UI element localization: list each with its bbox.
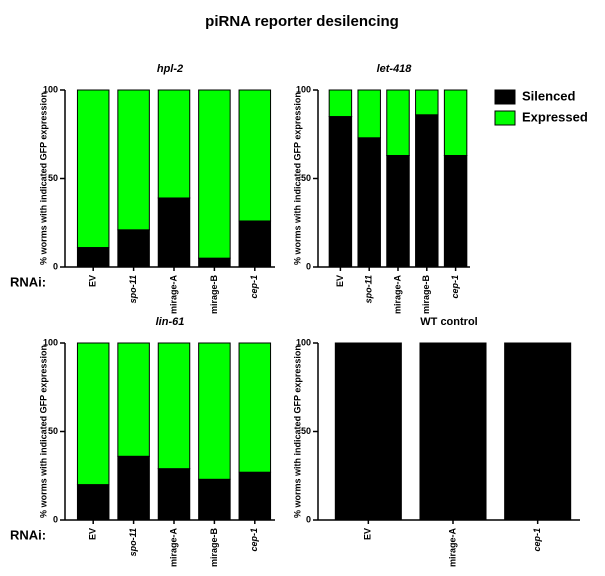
x-tick-label: mirage-A bbox=[447, 528, 457, 568]
bar-segment bbox=[334, 342, 402, 521]
bar-segment bbox=[357, 89, 381, 139]
bar-segment bbox=[419, 342, 487, 521]
figure-title: piRNA reporter desilencing bbox=[205, 13, 399, 30]
legend-swatch bbox=[494, 110, 516, 126]
bar-segment bbox=[76, 89, 110, 249]
chart-title: let-418 bbox=[377, 63, 413, 75]
bar-segment bbox=[198, 478, 231, 521]
y-tick-label: 0 bbox=[53, 261, 58, 271]
bar-segment bbox=[238, 89, 272, 222]
bar-segment bbox=[76, 342, 110, 486]
bar-segment bbox=[198, 257, 231, 268]
x-tick-label: spo-11 bbox=[128, 528, 138, 556]
bar-segment bbox=[238, 342, 272, 473]
y-axis-label: % worms with indicated GFP expression bbox=[292, 345, 302, 518]
x-tick-label: EV bbox=[88, 275, 98, 287]
y-tick-label: 50 bbox=[301, 173, 311, 183]
bar-segment bbox=[238, 220, 272, 268]
bar-segment bbox=[157, 89, 191, 199]
y-tick-label: 100 bbox=[296, 337, 311, 347]
y-axis-label: % worms with indicated GFP expression bbox=[292, 92, 302, 265]
bar-segment bbox=[443, 154, 468, 268]
y-tick-label: 50 bbox=[48, 173, 58, 183]
bar-segment bbox=[238, 471, 272, 521]
x-tick-label: mirage-A bbox=[168, 275, 178, 315]
bar-segment bbox=[117, 89, 150, 231]
x-tick-label: mirage-A bbox=[168, 528, 178, 568]
bar-segment bbox=[386, 89, 410, 156]
y-tick-label: 100 bbox=[43, 84, 58, 94]
x-tick-label: spo-11 bbox=[364, 275, 374, 303]
x-axis-label: RNAi: bbox=[10, 274, 46, 289]
x-tick-label: cep-1 bbox=[249, 528, 259, 552]
x-tick-label: EV bbox=[335, 275, 345, 287]
x-tick-label: mirage-B bbox=[421, 275, 431, 315]
bar-segment bbox=[117, 455, 150, 521]
x-tick-label: cep-1 bbox=[532, 528, 542, 552]
bar-segment bbox=[504, 342, 572, 521]
y-axis-label: % worms with indicated GFP expression bbox=[38, 345, 48, 518]
bar-segment bbox=[76, 484, 110, 521]
x-axis-label: RNAi: bbox=[10, 527, 46, 542]
legend-swatch bbox=[494, 89, 516, 105]
chart-title: hpl-2 bbox=[157, 63, 183, 75]
y-tick-label: 0 bbox=[306, 514, 311, 524]
y-tick-label: 0 bbox=[306, 261, 311, 271]
legend-label: Silenced bbox=[522, 88, 576, 103]
bar-segment bbox=[415, 89, 439, 116]
bar-segment bbox=[415, 114, 439, 268]
bar-segment bbox=[357, 137, 381, 268]
bar-segment bbox=[386, 154, 410, 268]
bar-segment bbox=[328, 116, 353, 268]
bar-segment bbox=[198, 89, 231, 259]
bar-segment bbox=[157, 342, 191, 470]
x-tick-label: spo-11 bbox=[128, 275, 138, 303]
x-tick-label: mirage-A bbox=[392, 275, 402, 315]
bar-segment bbox=[157, 197, 191, 268]
y-tick-label: 0 bbox=[53, 514, 58, 524]
y-axis-label: % worms with indicated GFP expression bbox=[38, 92, 48, 265]
chart-title: WT control bbox=[420, 316, 477, 328]
x-tick-label: cep-1 bbox=[450, 275, 460, 299]
bar-segment bbox=[157, 468, 191, 521]
legend-label: Expressed bbox=[522, 109, 588, 124]
bar-segment bbox=[117, 342, 150, 457]
x-tick-label: cep-1 bbox=[249, 275, 259, 299]
chart-title: lin-61 bbox=[156, 316, 185, 328]
x-tick-label: mirage-B bbox=[209, 275, 219, 315]
bar-segment bbox=[76, 247, 110, 268]
bar-segment bbox=[117, 229, 150, 268]
x-tick-label: mirage-B bbox=[209, 528, 219, 568]
y-tick-label: 100 bbox=[296, 84, 311, 94]
y-tick-label: 100 bbox=[43, 337, 58, 347]
y-tick-label: 50 bbox=[48, 426, 58, 436]
bar-segment bbox=[198, 342, 231, 480]
bar-segment bbox=[328, 89, 353, 118]
bar-segment bbox=[443, 89, 468, 156]
x-tick-label: EV bbox=[88, 528, 98, 540]
y-tick-label: 50 bbox=[301, 426, 311, 436]
x-tick-label: EV bbox=[363, 528, 373, 540]
